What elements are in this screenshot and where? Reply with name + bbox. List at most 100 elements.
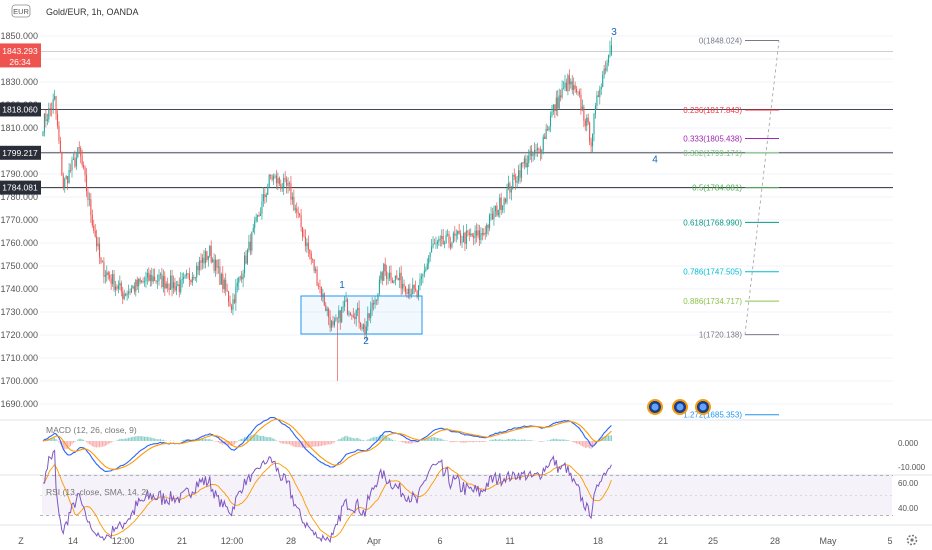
candle-body (304, 236, 306, 247)
price-marker-1784-text: 1784.081 (2, 183, 38, 193)
macd-tick-0: 0.000 (898, 439, 919, 448)
candle-body (197, 265, 199, 271)
candles (42, 37, 612, 381)
candle-body (93, 225, 95, 231)
candle-body (52, 99, 54, 109)
rsi-pane[interactable] (40, 449, 893, 544)
candle-body (220, 273, 222, 285)
time-tick-label: 14 (68, 536, 78, 546)
candle-body (201, 257, 204, 263)
candle-body (174, 282, 176, 291)
candle-body (573, 85, 575, 91)
candle-body (233, 299, 235, 303)
candle-body (320, 286, 322, 298)
rsi-title[interactable]: RSI (13, close, SMA, 14, 2) (46, 487, 149, 497)
macd-title[interactable]: MACD (12, 26, close, 9) (46, 425, 137, 435)
price-tick-label: 1690.000 (0, 399, 38, 409)
candle-body (445, 234, 447, 243)
candle-body (381, 272, 383, 281)
fib-level-label: 1.272(1685.353) (683, 411, 742, 420)
candle-body (458, 230, 460, 234)
candle-body (544, 136, 546, 139)
candle-body (600, 86, 602, 90)
candle-body (464, 232, 466, 244)
candle-body (281, 187, 283, 189)
candle-body (574, 85, 576, 89)
candle-body (357, 307, 359, 311)
gear-icon[interactable] (906, 534, 918, 546)
wave-label-3[interactable]: 3 (611, 27, 617, 38)
candle-body (309, 249, 311, 254)
candle-body (576, 88, 578, 93)
time-tick-label: 11 (505, 536, 514, 546)
candle-body (386, 271, 388, 279)
candle-body (323, 293, 325, 306)
wave-labels[interactable]: 1 2 3 4 (339, 27, 658, 347)
candle-body (194, 277, 196, 279)
candle-body (594, 105, 596, 115)
wave-label-1[interactable]: 1 (339, 280, 345, 291)
last-price-label: 1843.293 26:34 (0, 43, 41, 68)
candle-body (97, 243, 99, 247)
candle-body (181, 278, 183, 280)
candle-body (535, 149, 537, 151)
candle-body (94, 230, 96, 237)
candle-body (114, 286, 117, 290)
candle-body (206, 251, 208, 260)
fib-trend-line[interactable] (744, 40, 780, 335)
candle-body (534, 149, 536, 155)
event-icon[interactable] (672, 399, 688, 415)
candle-body (325, 305, 327, 311)
candle-body (170, 275, 172, 290)
candle-body (302, 227, 304, 237)
event-icon[interactable] (695, 399, 711, 415)
candle-body (609, 54, 611, 56)
candle-body (378, 279, 380, 294)
candle-body (307, 242, 309, 250)
candle-body (120, 283, 122, 292)
macd-pane[interactable] (42, 416, 612, 472)
candle-body (610, 45, 612, 55)
price-tick-label: 1710.000 (0, 353, 38, 363)
wave-label-4[interactable]: 4 (652, 155, 658, 166)
candle-body (349, 313, 351, 316)
candle-body (180, 279, 182, 293)
candle-body (548, 126, 550, 131)
event-icon[interactable] (647, 399, 663, 415)
candle-body (85, 175, 88, 192)
currency-badge[interactable] (11, 4, 31, 18)
fibonacci-retracement[interactable]: 0(1848.024) 0.236(1817.843) 0.333(1805.438… (683, 37, 780, 420)
symbol-title[interactable]: Gold/EUR, 1h, OANDA (46, 7, 139, 17)
candle-body (159, 274, 161, 276)
candle-body (317, 285, 320, 287)
candle-body (238, 277, 240, 283)
candle-body (125, 294, 127, 296)
candle-body (563, 87, 565, 89)
candle-body (51, 108, 53, 110)
candle-body (313, 259, 315, 271)
candle-body (59, 140, 61, 153)
candle-body (436, 241, 438, 244)
consolidation-rectangle[interactable] (300, 295, 423, 335)
candle-body (143, 281, 146, 283)
candle-body (265, 194, 267, 198)
candle-body (203, 257, 205, 264)
candle-body (455, 234, 457, 236)
candle-body (344, 301, 346, 307)
candle-body (461, 242, 463, 243)
event-icons[interactable] (647, 399, 711, 415)
candle-body (552, 104, 554, 112)
candle-body (299, 213, 301, 216)
candle-body (103, 261, 105, 277)
candle-body (442, 235, 444, 245)
candle-body (426, 263, 428, 270)
candle-body (184, 275, 186, 277)
time-tick-label: 21 (177, 536, 187, 546)
goto-date-icon[interactable]: Z (18, 536, 24, 546)
candle-body (319, 286, 321, 287)
candle-body (433, 243, 436, 245)
wave-label-2[interactable]: 2 (363, 336, 369, 347)
candle-body (101, 261, 103, 263)
